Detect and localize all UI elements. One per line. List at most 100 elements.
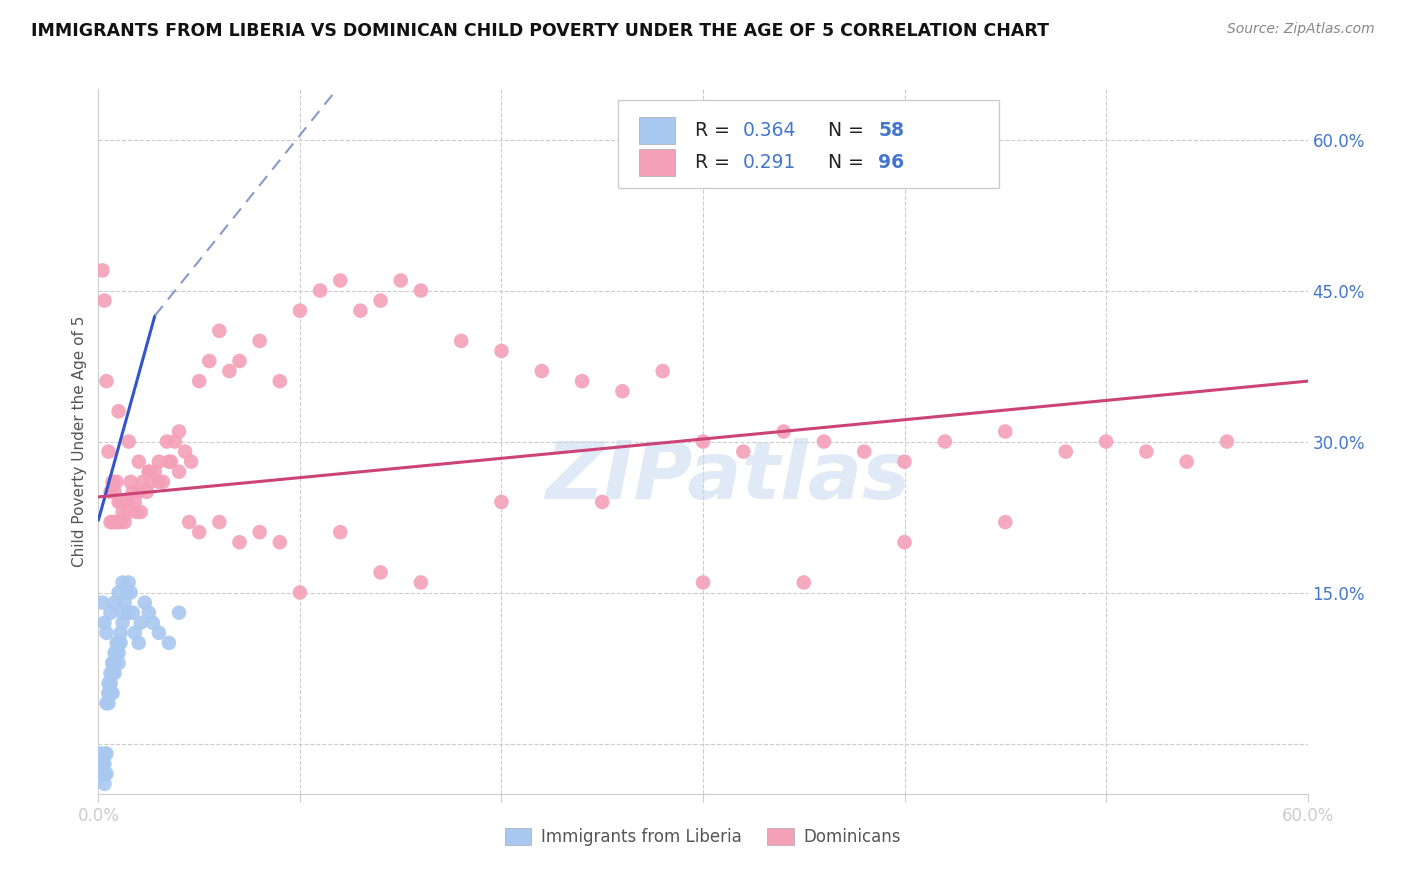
Point [107,646,129,660]
Point [96,625,118,640]
Point [228,535,250,549]
Point [198,354,221,368]
Point [188,374,211,388]
Point [101,666,124,681]
Point [96,374,118,388]
Point [96,696,118,710]
Point [107,495,129,509]
Point [91,756,114,771]
Point [103,596,125,610]
Point [114,596,136,610]
Point [105,475,128,489]
Point [329,525,352,540]
Point [107,515,129,529]
Point [228,354,250,368]
Point [139,475,162,489]
Point [125,505,148,519]
Point [97,696,120,710]
Point [96,747,118,761]
Point [409,284,432,298]
Point [793,575,815,590]
Point [110,515,132,529]
Point [994,515,1017,529]
Point [111,606,134,620]
Point [128,636,150,650]
Text: IMMIGRANTS FROM LIBERIA VS DOMINICAN CHILD POVERTY UNDER THE AGE OF 5 CORRELATIO: IMMIGRANTS FROM LIBERIA VS DOMINICAN CHI… [31,22,1049,40]
Point [121,484,143,499]
FancyBboxPatch shape [619,100,1000,188]
Point [111,505,134,519]
Point [591,495,613,509]
Point [135,484,157,499]
Text: 58: 58 [879,121,904,140]
Point [93,777,115,791]
Point [97,444,120,458]
Point [1175,455,1198,469]
Point [118,505,141,519]
Point [93,766,115,780]
Point [288,303,311,318]
Point [208,515,231,529]
Point [167,425,190,439]
Point [491,343,513,358]
Text: 96: 96 [879,153,904,172]
Point [249,525,271,540]
Y-axis label: Child Poverty Under the Age of 5: Child Poverty Under the Age of 5 [72,316,87,567]
Text: R =: R = [695,153,735,172]
Point [111,615,134,630]
Point [143,465,166,479]
Point [180,455,202,469]
Point [97,686,120,700]
Point [105,636,128,650]
Point [101,656,124,670]
Point [349,303,371,318]
Point [91,766,114,780]
Point [103,656,125,670]
Point [115,495,138,509]
Point [124,495,146,509]
Text: N =: N = [828,153,869,172]
Point [101,515,124,529]
Point [893,535,915,549]
Point [148,475,170,489]
Point [132,475,155,489]
Point [157,636,180,650]
Point [96,766,118,780]
Point [692,575,714,590]
Point [115,585,138,599]
Text: ZIPatlas: ZIPatlas [544,438,910,516]
Point [93,615,115,630]
Point [733,444,755,458]
Point [179,515,201,529]
Point [772,425,794,439]
Point [853,444,876,458]
Point [530,364,553,378]
Point [100,676,122,690]
Point [105,646,128,660]
Point [269,374,291,388]
Point [893,455,915,469]
Point [103,666,125,681]
Point [121,606,143,620]
Point [111,575,134,590]
Text: R =: R = [695,121,735,140]
Point [110,625,132,640]
Point [120,475,142,489]
Point [93,747,115,761]
Point [107,585,129,599]
Point [142,615,165,630]
Point [208,324,231,338]
Point [163,434,186,449]
Point [100,666,122,681]
Point [124,625,146,640]
Point [107,404,129,418]
Point [100,484,122,499]
Point [107,656,129,670]
Point [128,455,150,469]
Point [103,515,125,529]
Point [450,334,472,348]
Point [128,484,150,499]
Point [103,646,125,660]
Point [167,606,190,620]
Point [160,455,183,469]
